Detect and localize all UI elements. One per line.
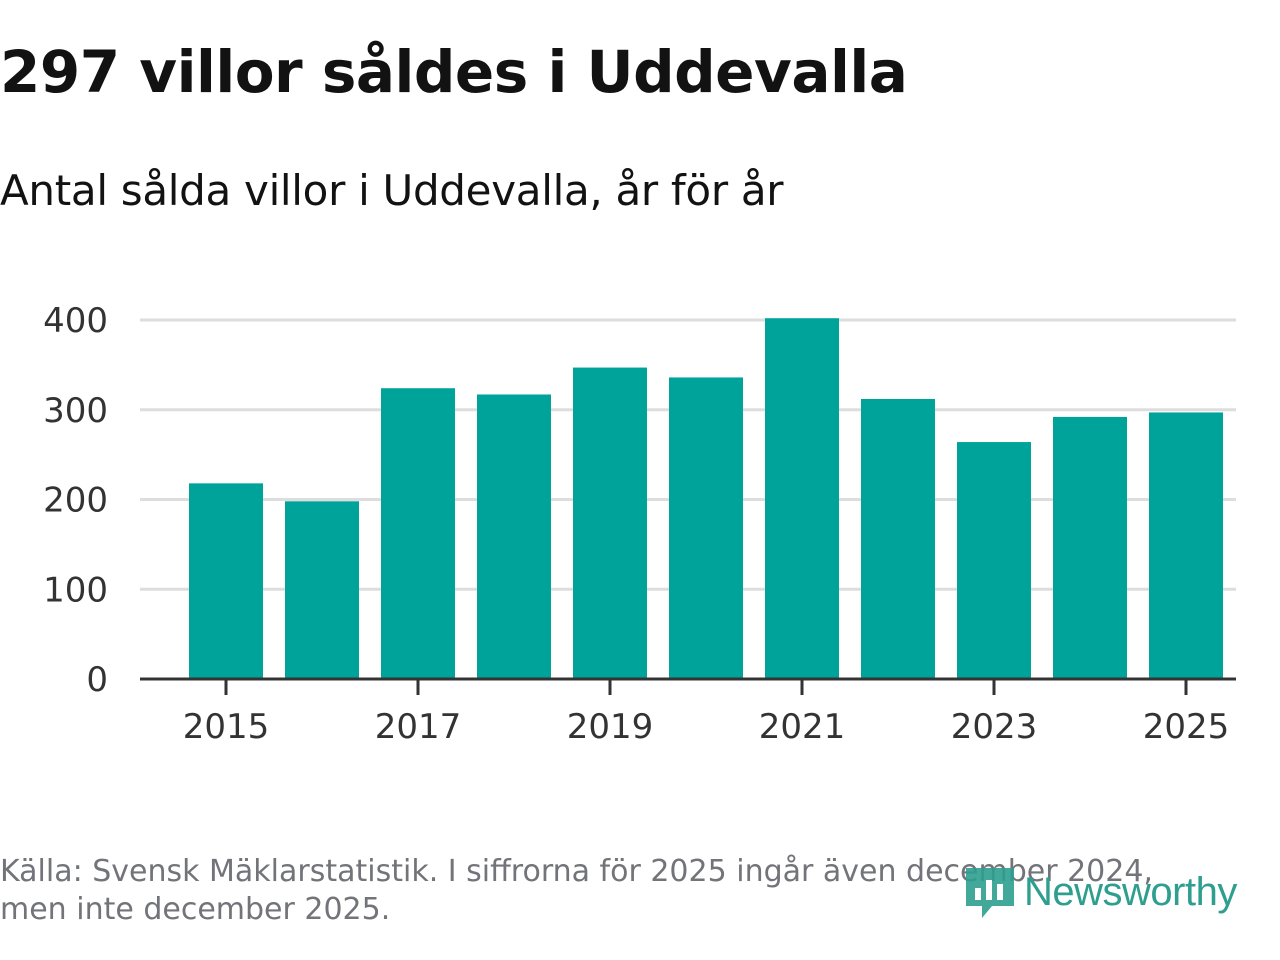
bar-chart: 0 100 200 300 400 2015 2017 2019 2021 2023 2025 bbox=[43, 301, 1236, 747]
bar-2015 bbox=[189, 483, 263, 679]
y-tick-label: 400 bbox=[43, 301, 108, 341]
x-tick-label: 2015 bbox=[183, 707, 270, 747]
source-note: Källa: Svensk Mäklarstatistik. I siffror… bbox=[0, 854, 1153, 927]
chart-title: 297 villor såldes i Uddevalla bbox=[0, 38, 908, 106]
y-tick-label: 300 bbox=[43, 391, 108, 431]
x-tick-label: 2019 bbox=[567, 707, 654, 747]
bar-2016 bbox=[285, 501, 359, 679]
x-tick-label: 2023 bbox=[951, 707, 1038, 747]
bar-2018 bbox=[477, 394, 551, 679]
x-tick-label: 2021 bbox=[759, 707, 846, 747]
x-axis-labels: 2015 2017 2019 2021 2023 2025 bbox=[183, 707, 1230, 747]
bars bbox=[189, 318, 1223, 679]
x-tick-label: 2017 bbox=[375, 707, 462, 747]
x-tick-label: 2025 bbox=[1143, 707, 1230, 747]
bar-2020 bbox=[669, 377, 743, 679]
chart-subtitle: Antal sålda villor i Uddevalla, år för å… bbox=[0, 166, 784, 215]
y-axis-labels: 0 100 200 300 400 bbox=[43, 301, 108, 700]
bar-2022 bbox=[861, 398, 935, 679]
newsworthy-logo: Newsworthy bbox=[962, 862, 1237, 922]
bar-2021 bbox=[765, 318, 839, 679]
newsworthy-logo-icon bbox=[966, 868, 1014, 918]
bar-2019 bbox=[573, 367, 647, 679]
bar-2017 bbox=[381, 388, 455, 679]
bar-2024 bbox=[1053, 416, 1127, 679]
x-axis bbox=[140, 677, 1236, 695]
y-tick-label: 0 bbox=[86, 660, 108, 700]
bar-2025 bbox=[1149, 412, 1223, 679]
y-tick-label: 100 bbox=[43, 570, 108, 610]
bar-2023 bbox=[957, 442, 1031, 679]
y-tick-label: 200 bbox=[43, 481, 108, 521]
newsworthy-logo-text: Newsworthy bbox=[1024, 869, 1237, 914]
